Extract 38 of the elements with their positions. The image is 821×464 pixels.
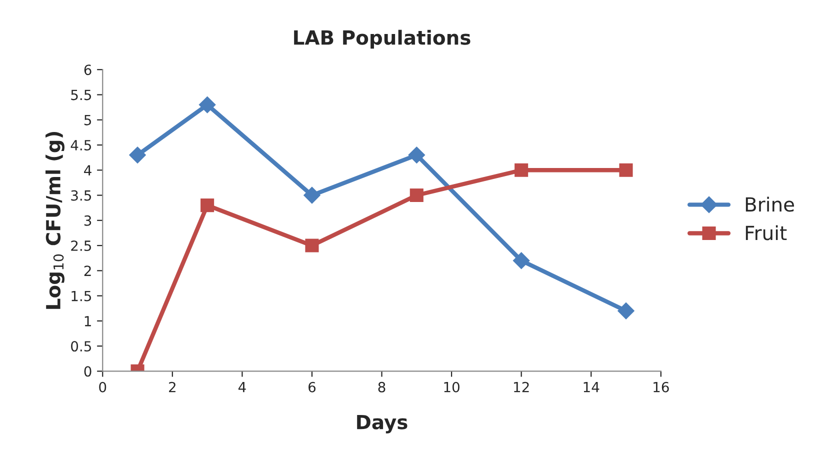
y-tick-label: 1.5 (72, 290, 91, 302)
y-tick-label: 5.5 (71, 90, 91, 100)
point (408, 146, 426, 164)
x-tick-label: 6 (308, 382, 316, 392)
x-axis-title: Days (357, 414, 408, 434)
point (619, 163, 633, 177)
y-tick-label: 0 (84, 366, 92, 377)
y-tick-label: 4.5 (70, 140, 91, 150)
point (512, 252, 530, 269)
y-tick-label: 3.5 (71, 190, 91, 201)
y-tick-label: 1 (84, 316, 91, 326)
y-tick-label: 6 (84, 64, 92, 76)
x-tick-label: 14 (584, 382, 600, 392)
y-axis-title: Log$_{10}$ CFU/ml (g) (46, 132, 64, 309)
x-tick-label: 12 (514, 382, 529, 392)
x-tick-label: 2 (169, 382, 176, 392)
x-tick-label: 4 (238, 382, 246, 392)
point (305, 238, 319, 252)
point (410, 188, 424, 202)
legend-label: Fruit (746, 225, 787, 240)
x-tick-label: 16 (654, 382, 669, 392)
x-tick-label: 0 (99, 382, 106, 392)
y-tick-label: 0.5 (71, 341, 91, 352)
x-tick-label: 10 (444, 382, 460, 392)
y-tick-label: 2 (84, 266, 91, 276)
point (514, 163, 528, 177)
chart-title: LAB Populations (294, 30, 470, 49)
y-tick-label: 3 (84, 215, 92, 226)
point (200, 198, 214, 212)
y-tick-label: 2.5 (71, 240, 91, 252)
point (198, 96, 216, 114)
point (129, 146, 146, 164)
point (618, 302, 634, 320)
y-tick-label: 4 (84, 165, 92, 176)
legend-label: Brine (746, 196, 794, 212)
x-tick-label: 8 (378, 382, 386, 392)
point (304, 186, 320, 204)
y-tick-label: 5 (84, 115, 91, 126)
